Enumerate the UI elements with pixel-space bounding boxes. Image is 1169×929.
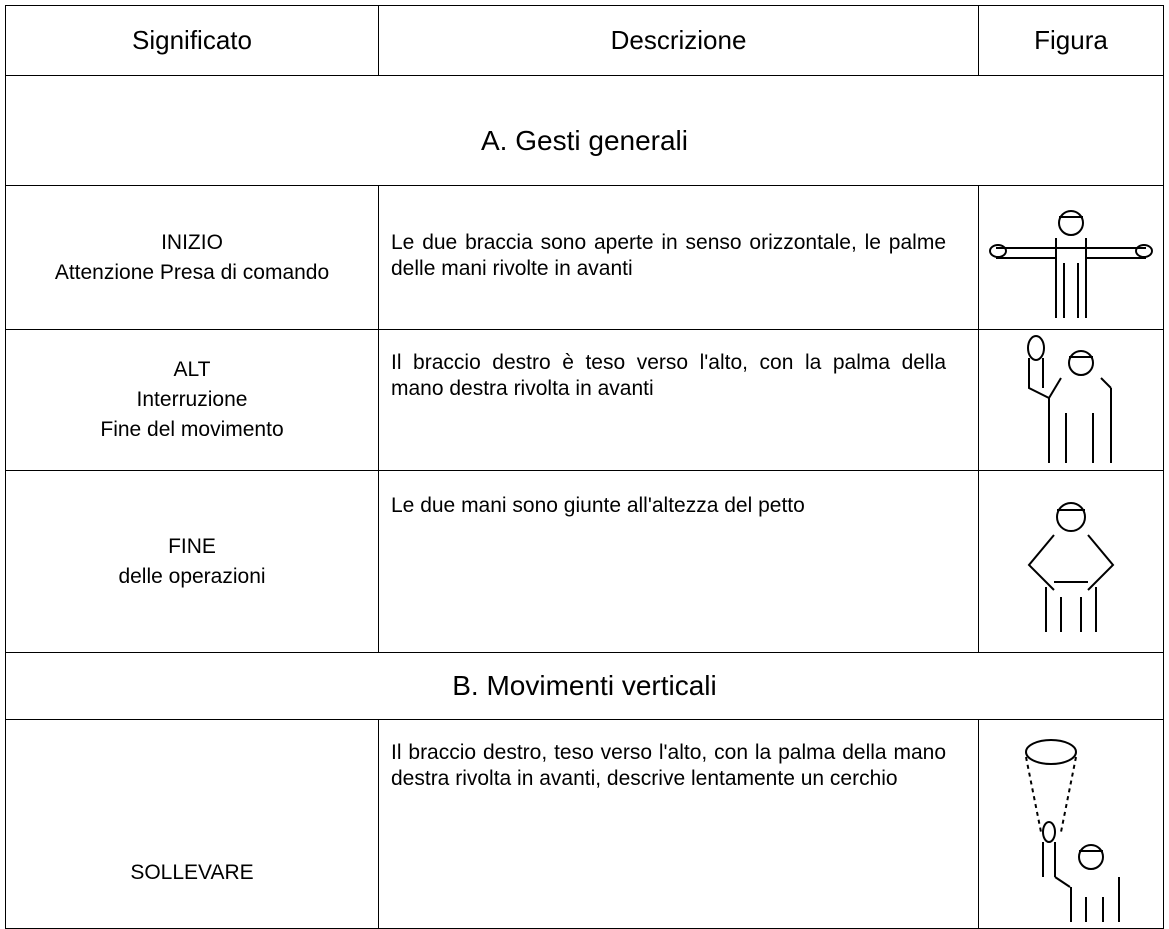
description-text: Le due mani sono giunte all'altezza del … [391, 494, 805, 517]
meaning-cell: FINE delle operazioni [5, 470, 379, 653]
meaning-line: delle operazioni [118, 564, 266, 588]
description-cell: Il braccio destro, teso verso l'alto, co… [378, 719, 979, 929]
section-row: A. Gesti generali [5, 75, 1164, 186]
figure-cell [978, 719, 1164, 929]
meaning-line: INIZIO [161, 230, 223, 254]
figure-icon [989, 209, 1153, 318]
meaning-line: Interruzione [136, 388, 248, 411]
header-text: Significato [132, 25, 252, 55]
figure-icon [1027, 501, 1115, 632]
header-cell: Significato [5, 5, 379, 76]
figure-cell [978, 329, 1164, 471]
header-cell: Figura [978, 5, 1164, 76]
header-text: Descrizione [610, 25, 747, 55]
meaning-cell: SOLLEVARE [5, 719, 379, 929]
description-text: Le due braccia sono aperte in senso oriz… [391, 231, 946, 280]
meaning-line: Attenzione Presa di comando [54, 260, 330, 284]
section-title: B. Movimenti verticali [452, 670, 717, 701]
figure-cell [978, 185, 1164, 330]
meaning-line: FINE [168, 534, 216, 558]
header-text: Figura [1034, 25, 1108, 55]
figure-cell [978, 470, 1164, 653]
meaning-line: SOLLEVARE [130, 861, 254, 884]
description-text: Il braccio destro, teso verso l'alto, co… [391, 741, 946, 790]
meaning-cell: ALT Interruzione Fine del movimento [5, 329, 379, 471]
figure-icon [1027, 334, 1112, 463]
section-row: B. Movimenti verticali [5, 652, 1164, 720]
description-cell: Le due mani sono giunte all'altezza del … [378, 470, 979, 653]
meaning-cell: INIZIO Attenzione Presa di comando [5, 185, 379, 330]
description-cell: Il braccio destro è teso verso l'alto, c… [378, 329, 979, 471]
description-text: Il braccio destro è teso verso l'alto, c… [391, 351, 946, 400]
section-title: A. Gesti generali [481, 124, 688, 156]
meaning-line: ALT [173, 358, 211, 381]
meaning-line: Fine del movimento [100, 418, 284, 441]
description-cell: Le due braccia sono aperte in senso oriz… [378, 185, 979, 330]
figure-icon [1025, 738, 1120, 922]
header-cell: Descrizione [378, 5, 979, 76]
